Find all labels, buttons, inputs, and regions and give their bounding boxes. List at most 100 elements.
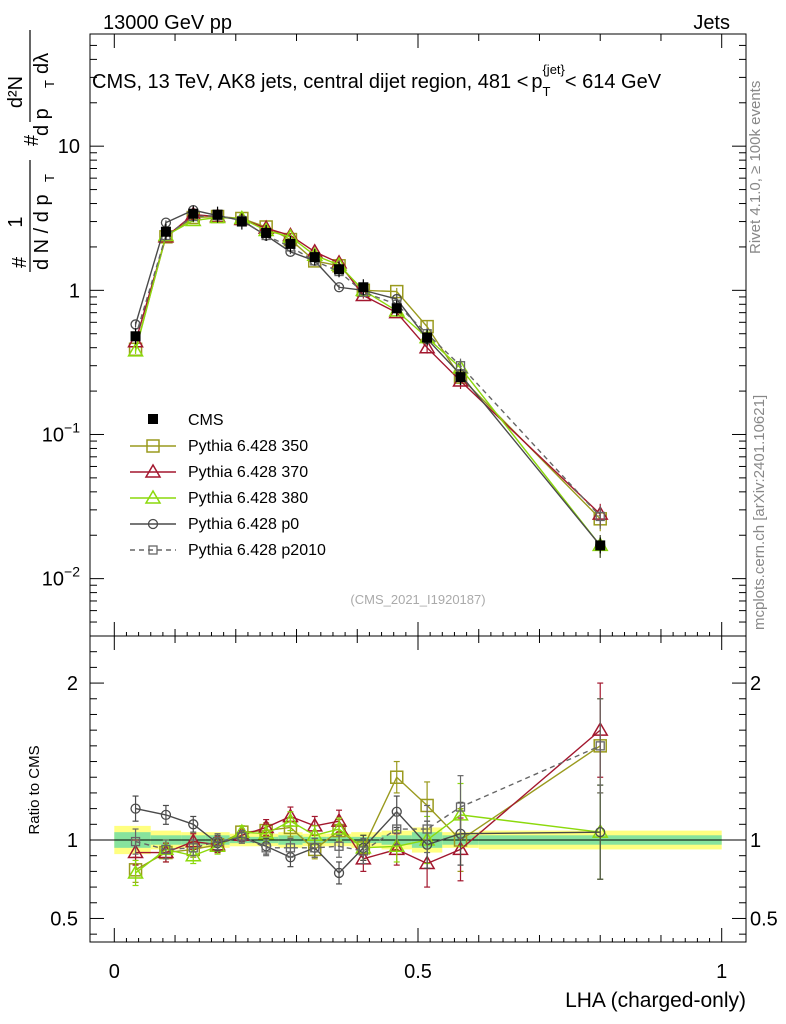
- analysis-id-watermark: (CMS_2021_I1920187): [350, 592, 485, 607]
- ratio-point: [130, 803, 141, 814]
- ratio-point: [392, 824, 402, 834]
- legend-label-data: CMS: [188, 412, 224, 429]
- data-point: [358, 282, 369, 293]
- rivet-version-text: Rivet 4.1.0, ≥ 100k events: [747, 81, 764, 254]
- chart-title-tail: < 614 GeV: [565, 71, 662, 93]
- ratio-point: [333, 867, 345, 879]
- y-tick-label: 1: [69, 280, 80, 302]
- x-axis-label: LHA (charged-only): [565, 989, 746, 1012]
- data-point: [236, 216, 247, 227]
- data-point: [188, 208, 199, 219]
- data-point: [160, 226, 171, 237]
- legend-marker: [148, 545, 158, 555]
- y-tick-label: 10−1: [42, 419, 80, 446]
- data-points: [130, 205, 606, 554]
- y-label-hash1: #: [9, 256, 31, 268]
- ratio-point: [161, 844, 171, 855]
- y-label-hash2: #: [21, 134, 43, 146]
- ratio-point: [285, 843, 296, 853]
- category-label: Jets: [693, 12, 730, 34]
- energy-label: 13000 GeV pp: [103, 12, 232, 34]
- ratio-point: [130, 836, 141, 847]
- ratio-tick-label-right: 1: [750, 830, 761, 852]
- legend-marker: [144, 489, 162, 504]
- ratio-point: [358, 846, 368, 856]
- ratio-point: [595, 741, 605, 751]
- chart-title-sub: T: [543, 84, 551, 99]
- ratio-point: [212, 836, 223, 847]
- y-label-den1-sub: T: [42, 174, 57, 182]
- y-axis-label: # 1 d N / d p T # d²N d p T dλ: [5, 30, 57, 272]
- chart-title-main: CMS, 13 TeV, AK8 jets, central dijet reg…: [92, 71, 528, 93]
- data-point: [455, 372, 466, 383]
- legend-swatch-data: [148, 414, 158, 424]
- ratio-point: [310, 843, 320, 853]
- chart-title: CMS, 13 TeV, AK8 jets, central dijet reg…: [92, 62, 662, 99]
- ratio-point: [160, 809, 172, 821]
- legend-marker: [144, 463, 162, 478]
- y-tick-label: 10−2: [42, 564, 80, 591]
- y-label-den2: d p: [31, 108, 53, 136]
- y-label-dlambda: dλ: [31, 53, 53, 74]
- data-point: [309, 252, 320, 263]
- series-point: [418, 339, 436, 354]
- x-tick-label: 1: [716, 961, 727, 983]
- ratio-point: [422, 824, 432, 834]
- series-point: [333, 282, 345, 293]
- ratio-point: [282, 812, 299, 827]
- ratio-point: [389, 770, 404, 784]
- data-point: [334, 264, 345, 275]
- data-point: [595, 540, 606, 551]
- x-tick-label: 0.5: [404, 961, 432, 983]
- ratio-axis-ticks: 0.5 0.5 1 1 2 2: [50, 651, 778, 935]
- ratio-series-layer: [127, 682, 609, 888]
- main-axis-ticks: 0 0.5 1 10−2 10−1 1 10: [42, 33, 746, 983]
- mcplots-reference-text: mcplots.cern.ch [arXiv:2401.10621]: [751, 395, 768, 630]
- chart-title-sup: {jet}: [542, 62, 565, 77]
- ratio-tick-label: 0.5: [50, 908, 78, 930]
- y-label-den2-sub: T: [42, 80, 57, 88]
- series-point: [127, 342, 144, 357]
- ratio-point: [334, 841, 344, 851]
- y-label-num1: 1: [5, 216, 27, 227]
- legend-label: Pythia 6.428 p0: [188, 516, 299, 533]
- legend: CMS Pythia 6.428 350 Pythia 6.428 370 Pythi…: [130, 412, 326, 559]
- ratio-plot-frame: [89, 635, 747, 943]
- ratio-point: [127, 844, 144, 859]
- ratio-tick-label: 2: [67, 673, 78, 695]
- y-tick-label: 10: [58, 136, 80, 158]
- ratio-point: [261, 843, 271, 853]
- data-point: [285, 238, 296, 249]
- legend-label: Pythia 6.428 380: [188, 490, 308, 507]
- legend-marker: [147, 518, 159, 530]
- x-tick-label: 0: [109, 961, 120, 983]
- data-point: [212, 209, 223, 220]
- data-point: [391, 303, 402, 314]
- series-line-4: [134, 214, 601, 517]
- legend-marker: [146, 439, 160, 453]
- y-label-num2: d²N: [5, 76, 27, 108]
- legend-label: Pythia 6.428 p2010: [188, 542, 326, 559]
- ratio-point: [388, 837, 406, 853]
- data-point: [422, 332, 433, 343]
- ratio-point: [455, 802, 466, 812]
- ratio-tick-label: 1: [67, 830, 78, 852]
- legend-label: Pythia 6.428 350: [188, 438, 308, 455]
- ratio-tick-label-right: 0.5: [750, 908, 778, 930]
- ratio-y-label: Ratio to CMS: [26, 745, 43, 834]
- ratio-tick-label-right: 2: [750, 673, 761, 695]
- legend-label: Pythia 6.428 370: [188, 464, 308, 481]
- ratio-point: [184, 847, 202, 862]
- ratio-line-4: [135, 745, 601, 852]
- series-point: [595, 511, 605, 522]
- ratio-point: [237, 832, 247, 842]
- data-point: [130, 331, 141, 342]
- chart-title-p: p: [531, 71, 542, 93]
- ratio-point: [188, 843, 198, 853]
- data-point: [261, 227, 272, 238]
- y-label-den1: d N / d p: [31, 194, 53, 270]
- ratio-point: [595, 827, 606, 838]
- ratio-point: [330, 820, 348, 835]
- ratio-point: [188, 819, 199, 830]
